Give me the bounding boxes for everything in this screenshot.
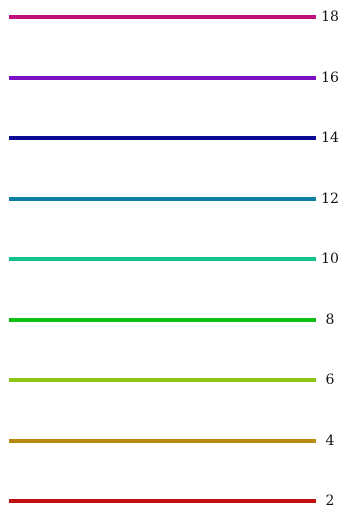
legend-item: 8 bbox=[0, 310, 342, 330]
legend-item: 10 bbox=[0, 249, 342, 269]
legend-label: 4 bbox=[325, 432, 335, 449]
legend-item: 4 bbox=[0, 431, 342, 451]
legend-label: 2 bbox=[325, 493, 335, 506]
legend-item: 6 bbox=[0, 370, 342, 390]
legend-line-swatch bbox=[9, 378, 316, 382]
legend-line-swatch bbox=[9, 196, 316, 201]
legend-line-swatch bbox=[9, 257, 316, 261]
legend-label: 10 bbox=[321, 251, 339, 267]
legend-line-swatch bbox=[9, 438, 316, 443]
legend-line-swatch bbox=[9, 15, 316, 19]
legend-item: 12 bbox=[0, 189, 342, 209]
legend-line-swatch bbox=[9, 136, 316, 140]
legend-label: 18 bbox=[321, 9, 339, 25]
legend-line-swatch bbox=[9, 75, 316, 80]
legend-label: 6 bbox=[325, 372, 335, 388]
legend-line-swatch bbox=[9, 317, 316, 322]
legend-label: 16 bbox=[321, 69, 339, 86]
legend-item: 14 bbox=[0, 128, 342, 148]
legend-label: 14 bbox=[321, 130, 339, 146]
legend-label: 8 bbox=[325, 311, 335, 328]
legend-label: 12 bbox=[321, 190, 339, 207]
legend-line-swatch bbox=[9, 499, 316, 503]
legend-item: 16 bbox=[0, 68, 342, 88]
legend-item: 2 bbox=[0, 491, 342, 506]
legend-item: 18 bbox=[0, 7, 342, 27]
